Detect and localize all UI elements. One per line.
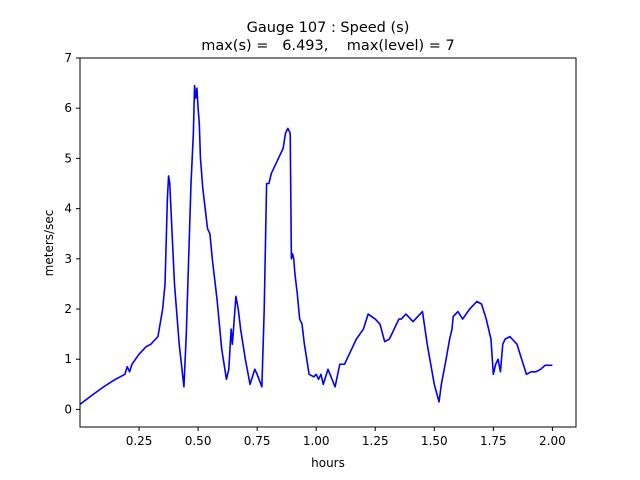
x-tick-label: 0.75 [244, 434, 271, 448]
y-tick-label: 6 [64, 101, 72, 115]
chart-title: Gauge 107 : Speed (s) [247, 20, 410, 36]
series-line-0 [79, 84, 553, 406]
x-tick-label: 1.00 [303, 434, 330, 448]
y-tick-label: 4 [64, 202, 72, 216]
chart-subtitle: max(s) = 6.493, max(level) = 7 [201, 38, 455, 54]
y-tick-label: 7 [64, 51, 72, 65]
x-axis-label: hours [311, 456, 345, 470]
y-tick-label: 2 [64, 302, 72, 316]
x-tick-label: 1.25 [362, 434, 389, 448]
y-tick-label: 3 [64, 252, 72, 266]
x-tick-label: 0.50 [185, 434, 212, 448]
plot-area: 0.25 0.50 0.75 1.00 1.25 1.50 1.75 2.00 0 1 2 3 4 5 6 7 [64, 51, 577, 448]
x-tick-label: 0.25 [126, 434, 153, 448]
y-tick-label: 1 [64, 352, 72, 366]
x-tick-label: 1.75 [480, 434, 507, 448]
plot-frame [79, 57, 577, 428]
y-axis-label: meters/sec [42, 210, 56, 277]
x-tick-label: 1.50 [421, 434, 448, 448]
y-tick-label: 0 [64, 402, 72, 416]
x-tick-label: 2.00 [539, 434, 566, 448]
y-tick-label: 5 [64, 151, 72, 165]
